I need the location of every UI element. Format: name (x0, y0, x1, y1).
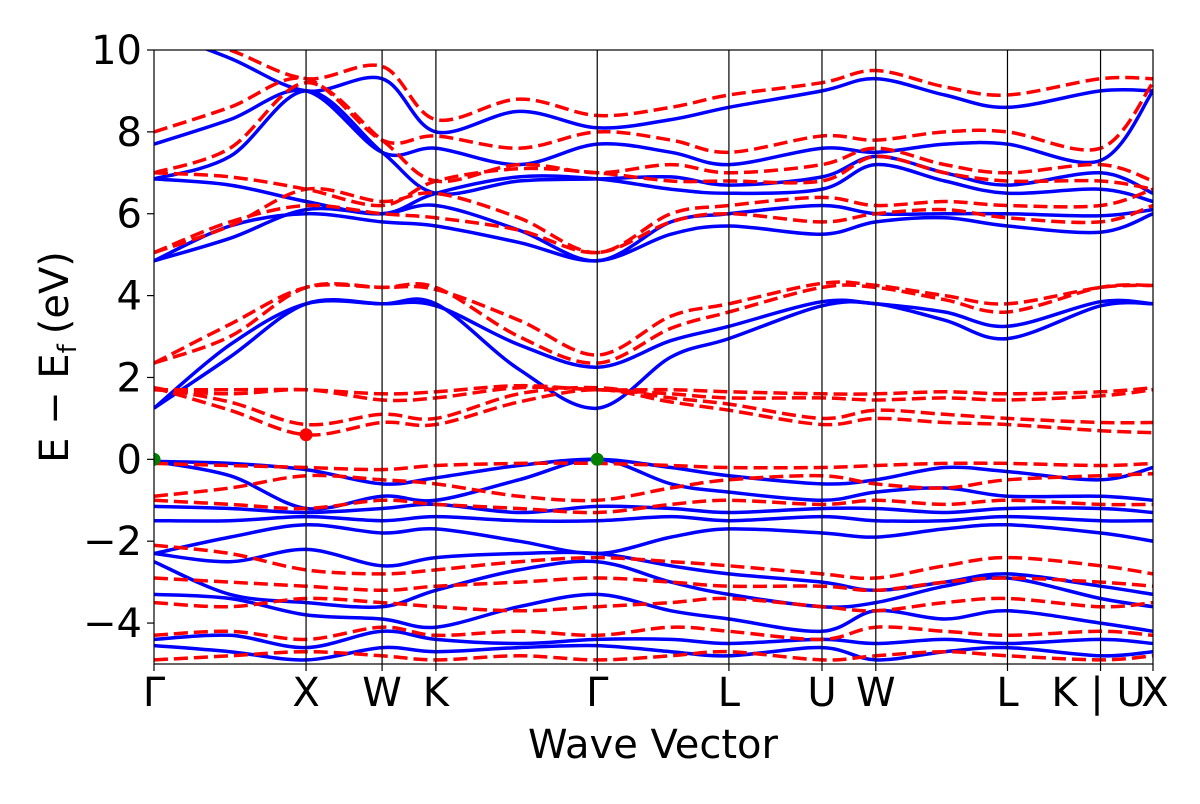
x-tick-label: X (1141, 670, 1168, 716)
dashed-band-line (154, 543, 1153, 581)
dashed-band-line (154, 383, 1153, 396)
solid-band-line (154, 643, 1153, 662)
dashed-band-line (224, 50, 1153, 123)
y-tick-label: 6 (117, 192, 142, 238)
band-extremum-marker (590, 452, 604, 466)
dashed-band-line (154, 154, 1153, 208)
solid-band-line (154, 211, 1153, 263)
dashed-band-line (154, 76, 1153, 155)
y-axis-title-subscript: f (53, 343, 83, 353)
dashed-band-line (154, 386, 1153, 437)
dashed-band-line (154, 385, 1153, 427)
solid-band-line (154, 547, 1153, 597)
x-tick-label: W (856, 670, 896, 716)
solid-band-line (154, 522, 1153, 556)
extrema-markers (154, 428, 604, 466)
x-tick-label: X (292, 670, 319, 716)
y-axis-ticks: −4 −2 0 2 4 6 8 10 (83, 28, 154, 647)
solid-band-line (154, 514, 1153, 523)
band-extremum-marker (299, 428, 313, 442)
y-axis-title: E − Ef (eV) (32, 251, 83, 463)
y-axis-title-unit: (eV) (32, 251, 78, 334)
solid-band-line (204, 50, 1153, 135)
plot-frame (153, 49, 1154, 665)
y-axis-title-main: E − E (32, 353, 78, 463)
solid-band-line (154, 298, 1153, 410)
solid-band-line (154, 88, 1153, 167)
x-tick-label: L (996, 670, 1019, 716)
bands-layer (154, 50, 1153, 662)
solid-band-line (154, 592, 1153, 634)
dashed-band-line (154, 203, 1153, 255)
dashed-band-line (154, 186, 1153, 255)
solid-band-line (154, 559, 1153, 609)
dashed-band-line (154, 461, 1153, 472)
band-extremum-marker (154, 452, 161, 466)
dashed-band-line (154, 80, 1153, 184)
dashed-band-line (154, 649, 1153, 662)
kpoint-divider-lines (305, 50, 1102, 664)
dashed-band-line (154, 282, 1153, 365)
y-tick-label: 4 (117, 274, 142, 320)
dashed-band-line (154, 596, 1153, 613)
dashed-band-line (154, 625, 1153, 642)
x-tick-label: Γ (143, 670, 166, 716)
dashed-band-line (154, 576, 1153, 593)
y-tick-label: −4 (83, 601, 142, 647)
x-tick-label: Γ (586, 670, 609, 716)
dashed-band-line (154, 498, 1153, 515)
solid-band-line (154, 629, 1153, 650)
x-tick-label: W (362, 670, 402, 716)
y-tick-label: 8 (117, 110, 142, 156)
y-tick-label: 10 (91, 28, 142, 74)
x-tick-label: K | U (1051, 670, 1145, 716)
solid-band-line (154, 457, 1153, 486)
solid-band-line (154, 502, 1153, 515)
dashed-band-line (154, 471, 1153, 503)
x-axis-title: Wave Vector (528, 722, 779, 768)
x-tick-label: L (718, 670, 741, 716)
x-tick-label: K (423, 670, 451, 716)
y-tick-label: −2 (83, 519, 142, 565)
x-tick-label: U (807, 670, 836, 716)
y-tick-label: 2 (117, 355, 142, 401)
y-tick-label: 0 (117, 437, 142, 483)
dashed-band-line (154, 280, 1153, 365)
